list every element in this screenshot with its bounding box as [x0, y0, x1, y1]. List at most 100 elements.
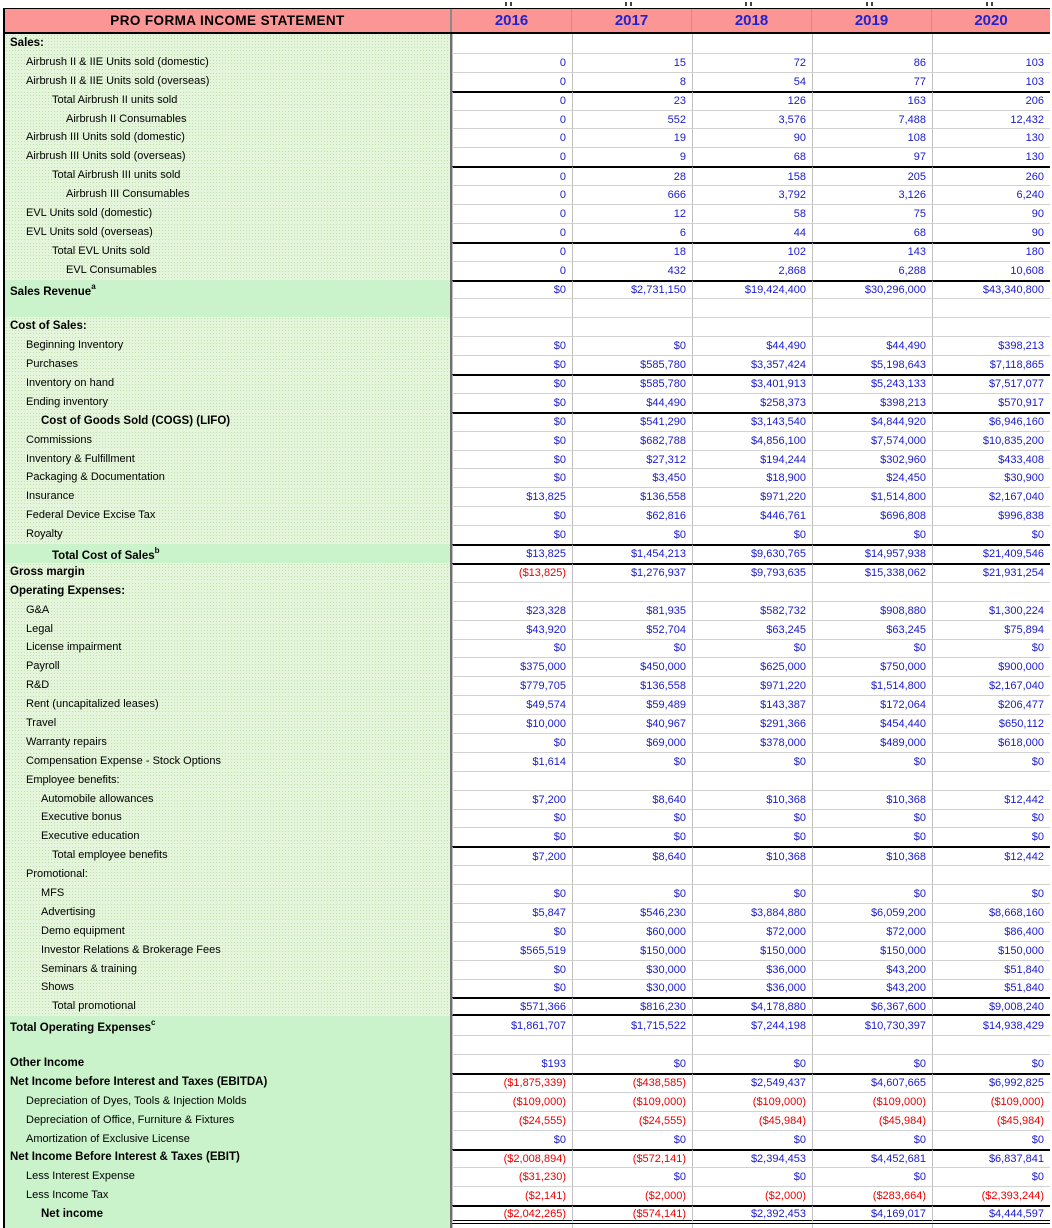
value-cell-2017[interactable]: $0 — [572, 808, 692, 828]
value-cell-2017[interactable]: $1,454,213 — [572, 544, 692, 563]
row-label-cell[interactable]: Depreciation of Office, Furniture & Fixt… — [5, 1110, 452, 1130]
value-cell-2016[interactable]: $13,825 — [452, 544, 572, 563]
value-cell-2018[interactable]: $36,000 — [692, 959, 812, 979]
value-cell-2020[interactable]: $30,900 — [932, 468, 1050, 488]
value-cell-2020[interactable]: $0 — [932, 525, 1050, 545]
value-cell-2018[interactable]: $10,368 — [692, 789, 812, 809]
value-cell-2019[interactable]: $44,490 — [812, 336, 932, 356]
row-label-cell[interactable]: Less Income Tax — [5, 1186, 452, 1206]
value-cell-2017[interactable]: 552 — [572, 109, 692, 129]
value-cell-2016[interactable]: 0 — [452, 166, 572, 186]
value-cell-2020[interactable]: $0 — [932, 884, 1050, 903]
value-cell-2019[interactable]: $7,574,000 — [812, 430, 932, 450]
value-cell-2018[interactable]: $150,000 — [692, 940, 812, 960]
value-cell-2017[interactable]: 18 — [572, 241, 692, 261]
value-cell-2020[interactable]: 180 — [932, 241, 1050, 261]
value-cell-2019[interactable]: $10,730,397 — [812, 1016, 932, 1036]
value-cell-2016[interactable]: $7,200 — [452, 846, 572, 866]
value-cell-2020[interactable] — [932, 34, 1050, 53]
value-cell-2020[interactable]: $570,917 — [932, 392, 1050, 412]
value-cell-2019[interactable]: $10,368 — [812, 846, 932, 866]
value-cell-2020[interactable]: $51,840 — [932, 959, 1050, 979]
value-cell-2018[interactable]: $2,392,453 — [692, 1205, 812, 1225]
value-cell-2017[interactable]: ($438,585) — [572, 1072, 692, 1092]
value-cell-2020[interactable]: $6,992,825 — [932, 1072, 1050, 1092]
value-cell-2017[interactable]: ($572,141) — [572, 1148, 692, 1168]
year-column-header-2018[interactable]: 2018 — [692, 9, 812, 32]
value-cell-2019[interactable]: $398,213 — [812, 392, 932, 412]
value-cell-2018[interactable]: $72,000 — [692, 921, 812, 941]
value-cell-2020[interactable]: $900,000 — [932, 657, 1050, 677]
value-cell-2020[interactable]: $150,000 — [932, 940, 1050, 960]
value-cell-2018[interactable]: ($109,000) — [692, 1091, 812, 1111]
value-cell-2017[interactable]: $0 — [572, 1129, 692, 1149]
row-label-cell[interactable]: Less Interest Expense — [5, 1167, 452, 1187]
value-cell-2019[interactable]: $454,440 — [812, 714, 932, 733]
value-cell-2016[interactable]: ($1,875,339) — [452, 1072, 572, 1092]
value-cell-2017[interactable]: 15 — [572, 52, 692, 72]
value-cell-2019[interactable]: $302,960 — [812, 449, 932, 469]
value-cell-2019[interactable]: $0 — [812, 1167, 932, 1187]
value-cell-2020[interactable]: $75,894 — [932, 619, 1050, 639]
value-cell-2020[interactable]: $12,442 — [932, 846, 1050, 866]
value-cell-2019[interactable]: $908,880 — [812, 600, 932, 620]
row-label-cell[interactable]: Cost of Goods Sold (COGS) (LIFO) — [5, 411, 452, 431]
value-cell-2018[interactable]: 2,868 — [692, 260, 812, 280]
value-cell-2018[interactable]: 72 — [692, 52, 812, 72]
value-cell-2017[interactable]: $2,731,150 — [572, 279, 692, 299]
value-cell-2016[interactable]: 0 — [452, 52, 572, 72]
value-cell-2016[interactable]: $1,614 — [452, 751, 572, 771]
value-cell-2016[interactable]: $0 — [452, 525, 572, 545]
value-cell-2016[interactable]: $43,920 — [452, 619, 572, 639]
value-cell-2016[interactable]: 0 — [452, 109, 572, 129]
value-cell-2018[interactable]: $446,761 — [692, 506, 812, 526]
value-cell-2018[interactable]: $2,394,453 — [692, 1148, 812, 1168]
row-label-cell[interactable]: Seminars & training — [5, 959, 452, 979]
row-label-cell[interactable]: Packaging & Documentation — [5, 468, 452, 488]
value-cell-2017[interactable]: 6 — [572, 222, 692, 242]
value-cell-2019[interactable]: $24,450 — [812, 468, 932, 488]
value-cell-2018[interactable]: $2,549,437 — [692, 1072, 812, 1092]
row-label-cell[interactable]: EVL Units sold (overseas) — [5, 222, 452, 242]
value-cell-2020[interactable]: $0 — [932, 827, 1050, 847]
value-cell-2017[interactable]: 19 — [572, 128, 692, 148]
row-label-cell[interactable]: Sales: — [5, 34, 452, 53]
value-cell-2019[interactable]: $15,338,062 — [812, 562, 932, 582]
value-cell-2018[interactable]: $625,000 — [692, 657, 812, 677]
value-cell-2020[interactable]: $0 — [932, 1167, 1050, 1187]
row-label-cell[interactable]: Federal Device Excise Tax — [5, 506, 452, 526]
value-cell-2016[interactable] — [452, 317, 572, 337]
value-cell-2016[interactable]: $0 — [452, 638, 572, 658]
value-cell-2019[interactable]: 6,288 — [812, 260, 932, 280]
value-cell-2016[interactable]: $0 — [452, 1129, 572, 1149]
value-cell-2020[interactable]: 103 — [932, 52, 1050, 72]
value-cell-2020[interactable]: 130 — [932, 147, 1050, 167]
value-cell-2018[interactable]: $4,856,100 — [692, 430, 812, 450]
value-cell-2017[interactable]: 666 — [572, 185, 692, 205]
value-cell-2016[interactable] — [452, 1035, 572, 1055]
value-cell-2019[interactable]: $0 — [812, 1054, 932, 1073]
row-label-cell[interactable]: Rent (uncapitalized leases) — [5, 695, 452, 715]
row-label-cell[interactable]: Payroll — [5, 657, 452, 677]
value-cell-2017[interactable]: $450,000 — [572, 657, 692, 677]
value-cell-2017[interactable]: $81,935 — [572, 600, 692, 620]
value-cell-2019[interactable]: 3,126 — [812, 185, 932, 205]
value-cell-2019[interactable] — [812, 1224, 932, 1228]
value-cell-2020[interactable]: $86,400 — [932, 921, 1050, 941]
value-cell-2017[interactable]: $136,558 — [572, 487, 692, 507]
value-cell-2017[interactable]: ($24,555) — [572, 1110, 692, 1130]
value-cell-2018[interactable]: $9,793,635 — [692, 562, 812, 582]
row-label-cell[interactable]: Net Income before Interest and Taxes (EB… — [5, 1072, 452, 1092]
value-cell-2017[interactable]: $0 — [572, 525, 692, 545]
value-cell-2016[interactable]: $7,200 — [452, 789, 572, 809]
value-cell-2020[interactable] — [932, 865, 1050, 885]
value-cell-2018[interactable] — [692, 317, 812, 337]
value-cell-2017[interactable]: $150,000 — [572, 940, 692, 960]
value-cell-2016[interactable]: ($24,555) — [452, 1110, 572, 1130]
value-cell-2018[interactable]: $10,368 — [692, 846, 812, 866]
value-cell-2017[interactable]: 9 — [572, 147, 692, 167]
value-cell-2017[interactable]: $0 — [572, 827, 692, 847]
value-cell-2016[interactable] — [452, 581, 572, 601]
value-cell-2019[interactable]: $172,064 — [812, 695, 932, 715]
value-cell-2019[interactable]: 108 — [812, 128, 932, 148]
